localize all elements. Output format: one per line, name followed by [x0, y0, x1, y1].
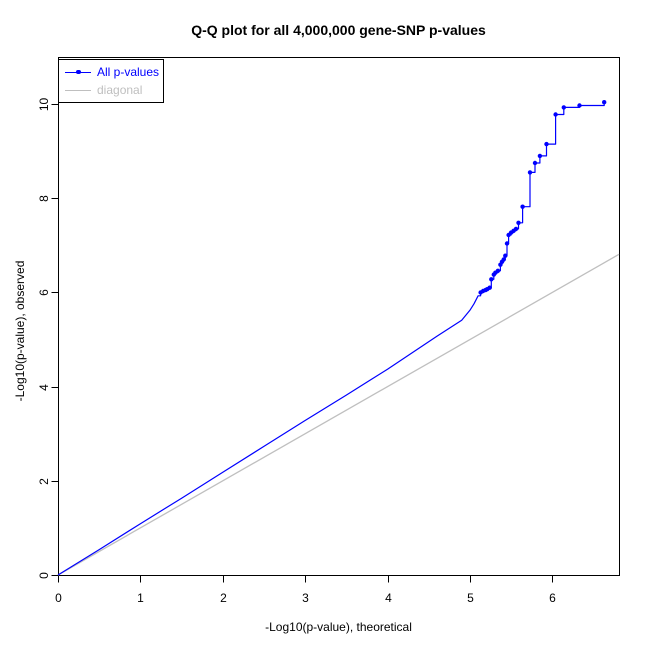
- legend-entry-diagonal: diagonal: [65, 83, 163, 98]
- x-tick-label: 3: [302, 591, 309, 605]
- x-tick-label: 1: [137, 591, 144, 605]
- x-tick-label: 2: [220, 591, 227, 605]
- x-tick-label: 0: [55, 591, 62, 605]
- legend-line-with-dot-icon: [65, 65, 91, 80]
- legend-label-diagonal: diagonal: [97, 83, 143, 97]
- y-tick-label: 8: [37, 195, 51, 202]
- pvalue-point-marker: [537, 153, 543, 159]
- legend: All p-values diagonal: [58, 59, 164, 103]
- pvalue-point-marker: [489, 277, 494, 282]
- diagonal-line: [57, 253, 620, 576]
- x-axis-label: -Log10(p-value), theoretical: [265, 620, 412, 634]
- pvalue-point-marker: [544, 141, 549, 147]
- pvalue-point-marker: [520, 204, 525, 209]
- y-tick-label: 2: [37, 478, 51, 485]
- pvalue-point-marker: [516, 220, 521, 225]
- legend-line-icon: [65, 83, 91, 98]
- y-tick-label: 6: [37, 289, 51, 296]
- legend-entry-all-pvalues: All p-values: [65, 65, 163, 80]
- x-tick-label: 5: [467, 591, 474, 605]
- pvalue-point-marker: [501, 257, 506, 262]
- chart-title: Q-Q plot for all 4,000,000 gene-SNP p-va…: [191, 22, 486, 38]
- pvalue-point-marker: [487, 285, 492, 290]
- pvalue-point-marker: [553, 112, 558, 117]
- pvalue-point-marker: [495, 268, 501, 273]
- x-tick-label: 6: [549, 591, 556, 605]
- pvalue-point-marker: [577, 103, 582, 108]
- y-axis-label: -Log10(p-value), observed: [13, 260, 27, 402]
- pvalues-curve: [57, 102, 605, 576]
- pvalue-point-marker: [561, 105, 566, 110]
- x-tick-label: 4: [385, 591, 392, 605]
- legend-label-all-pvalues: All p-values: [97, 65, 160, 79]
- pvalue-point-marker: [527, 170, 533, 175]
- y-tick-label: 4: [37, 384, 51, 391]
- y-tick-label: 0: [37, 572, 51, 579]
- pvalue-point-marker: [513, 226, 519, 232]
- pvalue-point-marker: [602, 100, 607, 105]
- pvalue-point-marker: [503, 253, 508, 258]
- pvalue-point-marker: [532, 160, 538, 166]
- y-tick-label: 10: [37, 98, 51, 112]
- plot-box: [58, 57, 620, 576]
- pvalue-point-marker: [504, 241, 510, 246]
